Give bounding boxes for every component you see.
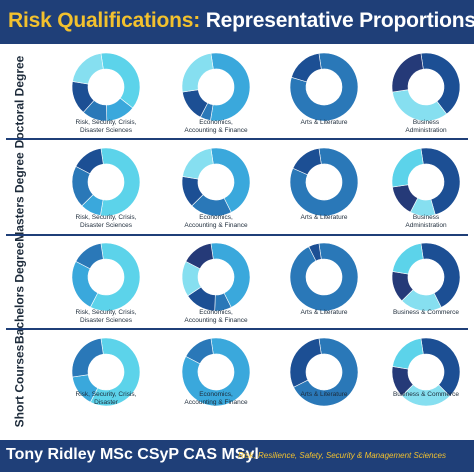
chart-caption: Business Administration — [405, 119, 447, 134]
donut-slice — [289, 147, 359, 217]
chart-caption: Business & Commerce — [393, 309, 459, 316]
donut-slice — [210, 52, 251, 122]
chart-caption: Risk, Security, Crisis, Disaster Sciences — [76, 119, 137, 134]
donut-slice — [289, 338, 322, 388]
donut-slice — [420, 147, 461, 216]
chart-caption: Risk, Security, Crisis, Disaster Sciences — [76, 309, 137, 324]
donut-chart: Risk, Security, Crisis, Disaster Sciences — [71, 242, 141, 324]
donut-chart: Economics, Accounting & Finance — [181, 337, 251, 407]
title-main: Representative Proportions — [205, 9, 474, 32]
donut-slice — [420, 242, 461, 308]
footer-tagline: Risk, Resilience, Safety, Security & Man… — [238, 451, 446, 460]
donut-slice — [291, 53, 322, 83]
chart-caption: Economics, Accounting & Finance — [184, 391, 248, 406]
donut-slice — [391, 148, 424, 188]
donut-slice — [420, 337, 461, 397]
donut-slice — [392, 89, 448, 122]
donut-slice — [185, 338, 214, 365]
donut-chart: Risk, Security, Crisis, Disaster Sciences — [71, 147, 141, 229]
chart-caption: Arts & Literature — [301, 119, 348, 126]
chart-caption: Economics, Accounting & Finance — [184, 214, 248, 229]
donut-slice — [89, 242, 141, 312]
donut-chart: Arts & Literature — [289, 52, 359, 126]
donut-chart: Business Administration — [391, 52, 461, 134]
row-divider — [6, 328, 468, 330]
donut-slice — [420, 52, 461, 115]
row-divider — [6, 234, 468, 236]
footer-banner: Tony Ridley MSc CSyP CAS MSyl Risk, Resi… — [0, 440, 474, 472]
title-highlight: Risk Qualifications: — [8, 9, 201, 32]
chart-caption: Arts & Literature — [301, 391, 348, 398]
donut-chart: Economics, Accounting & Finance — [181, 147, 251, 229]
donut-chart: Arts & Literature — [289, 147, 359, 221]
donut-slice — [75, 148, 104, 175]
chart-caption: Economics, Accounting & Finance — [184, 309, 248, 324]
donut-slice — [308, 243, 322, 262]
donut-chart: Risk, Security, Crisis, Disaster — [71, 337, 141, 407]
chart-caption: Risk, Security, Crisis, Disaster Sciences — [76, 214, 137, 229]
donut-slice — [391, 53, 424, 93]
chart-caption: Arts & Literature — [301, 309, 348, 316]
donut-slice — [72, 53, 104, 85]
chart-caption: Business Administration — [405, 214, 447, 229]
donut-slice — [293, 337, 359, 407]
donut-slice — [71, 338, 104, 378]
donut-slice — [289, 52, 359, 122]
donut-slice — [75, 243, 104, 270]
donut-slice — [210, 242, 251, 308]
donut-chart: Business & Commerce — [391, 242, 461, 316]
donut-chart: Economics, Accounting & Finance — [181, 242, 251, 324]
donut-slice — [392, 243, 424, 275]
donut-slice — [185, 243, 214, 270]
chart-caption: Business & Commerce — [393, 391, 459, 398]
donut-slice — [89, 337, 141, 407]
donut-slice — [181, 337, 251, 407]
donut-slice — [100, 147, 141, 217]
chart-caption: Arts & Literature — [301, 214, 348, 221]
row-divider — [6, 138, 468, 140]
donut-slice — [71, 260, 99, 308]
chart-caption: Economics, Accounting & Finance — [184, 119, 248, 134]
author-name: Tony Ridley MSc CSyP CAS MSyl — [6, 446, 259, 463]
chart-caption: Risk, Security, Crisis, Disaster — [76, 391, 137, 406]
donut-chart: Business Administration — [391, 147, 461, 229]
donut-slice — [289, 242, 359, 312]
page-title: Risk Qualifications: Representative Prop… — [8, 9, 474, 33]
donut-chart: Business & Commerce — [391, 337, 461, 407]
donut-slice — [181, 53, 214, 93]
header-banner: Risk Qualifications: Representative Prop… — [0, 0, 474, 44]
donut-slice — [182, 148, 214, 180]
donut-chart: Economics, Accounting & Finance — [181, 52, 251, 134]
donut-slice — [392, 338, 424, 370]
donut-slice — [292, 148, 322, 176]
donut-chart: Risk, Security, Crisis, Disaster Sciences — [71, 52, 141, 134]
donut-chart: Arts & Literature — [289, 242, 359, 316]
donut-chart: Arts & Literature — [289, 337, 359, 407]
donut-slice — [210, 147, 251, 213]
